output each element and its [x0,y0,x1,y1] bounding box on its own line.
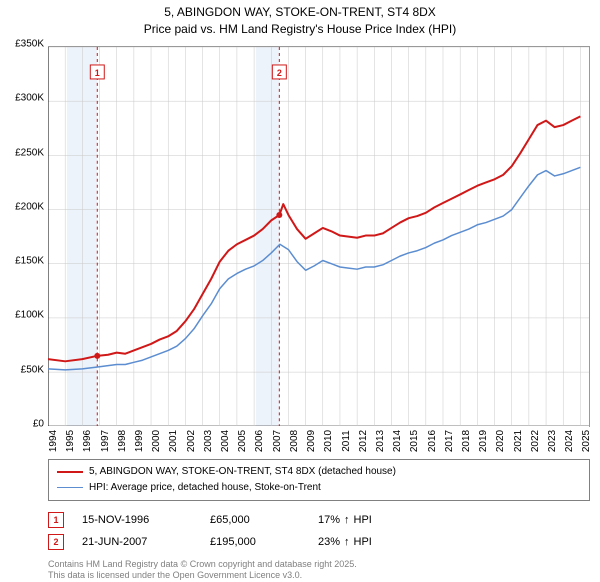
x-tick-label: 2014 [392,429,403,451]
chart-svg: 12 [48,47,589,426]
y-tick-label: £100K [0,310,44,321]
y-tick-label: £350K [0,39,44,50]
x-tick-label: 2001 [168,429,179,451]
x-tick-label: 2017 [444,429,455,451]
sale-marker-dot [94,352,100,358]
x-tick-label: 2021 [513,429,524,451]
legend-item: 5, ABINGDON WAY, STOKE-ON-TRENT, ST4 8DX… [57,464,581,480]
x-tick-label: 2022 [530,429,541,451]
sale-marker-number: 2 [277,68,282,78]
x-tick-label: 2004 [220,429,231,451]
sale-marker-number: 1 [95,68,100,78]
sale-price: £195,000 [210,536,300,548]
series-line-hpi [48,167,580,370]
sale-hpi-pct: 23% [318,536,340,548]
shaded-range [256,47,280,426]
x-tick-label: 2011 [341,430,352,452]
legend-label: 5, ABINGDON WAY, STOKE-ON-TRENT, ST4 8DX… [89,464,396,480]
x-tick-label: 2007 [272,429,283,451]
x-tick-label: 2013 [375,429,386,451]
sale-row: 2 21-JUN-2007 £195,000 23% ↑ HPI [48,531,590,553]
x-tick-label: 2012 [358,429,369,451]
x-tick-label: 2000 [151,429,162,451]
y-tick-label: £200K [0,201,44,212]
x-tick-label: 2010 [323,429,334,451]
sale-marker-dot [276,212,282,218]
y-tick-label: £250K [0,147,44,158]
copyright-line-2: This data is licensed under the Open Gov… [48,570,590,582]
sale-hpi: 23% ↑ HPI [318,536,372,548]
x-tick-label: 2005 [237,429,248,451]
x-tick-label: 2023 [547,429,558,451]
legend-item: HPI: Average price, detached house, Stok… [57,480,581,496]
x-tick-label: 2003 [203,429,214,451]
chart-area: 12 [48,46,590,427]
y-tick-label: £0 [0,419,44,430]
y-tick-label: £300K [0,93,44,104]
x-tick-label: 2008 [289,429,300,451]
title-line-2: Price paid vs. HM Land Registry's House … [0,21,600,38]
title-line-1: 5, ABINGDON WAY, STOKE-ON-TRENT, ST4 8DX [0,4,600,21]
x-tick-label: 2009 [306,429,317,451]
x-tick-label: 2006 [254,429,265,451]
x-tick-label: 1996 [82,429,93,451]
legend-label: HPI: Average price, detached house, Stok… [89,480,321,496]
page: 5, ABINGDON WAY, STOKE-ON-TRENT, ST4 8DX… [0,0,600,560]
sale-price: £65,000 [210,514,300,526]
copyright-line-1: Contains HM Land Registry data © Crown c… [48,559,590,571]
sale-date: 21-JUN-2007 [82,536,192,548]
series-line-property [48,116,580,361]
x-tick-label: 2024 [564,429,575,451]
sale-row-marker: 1 [48,512,64,528]
sale-hpi-label: HPI [354,536,372,548]
x-tick-label: 2002 [186,429,197,451]
x-tick-label: 1994 [48,429,59,451]
copyright: Contains HM Land Registry data © Crown c… [48,559,590,582]
x-tick-label: 1997 [100,429,111,451]
chart-title: 5, ABINGDON WAY, STOKE-ON-TRENT, ST4 8DX… [0,0,600,40]
x-tick-label: 2015 [409,429,420,451]
x-tick-label: 2020 [495,429,506,451]
arrow-up-icon: ↑ [344,536,350,548]
y-axis: £0£50K£100K£150K£200K£250K£300K£350K [0,44,46,424]
legend-swatch [57,487,83,489]
x-tick-label: 2019 [478,429,489,451]
legend-swatch [57,471,83,473]
x-tick-label: 2025 [581,429,592,451]
y-tick-label: £150K [0,256,44,267]
arrow-up-icon: ↑ [344,514,350,526]
x-tick-label: 1998 [117,429,128,451]
sale-date: 15-NOV-1996 [82,514,192,526]
x-axis: 1994 1995 1996 1997 1998 1999 2000 2001 2002 2003… [48,427,590,459]
sale-hpi: 17% ↑ HPI [318,514,372,526]
sale-row: 1 15-NOV-1996 £65,000 17% ↑ HPI [48,509,590,531]
x-tick-label: 2018 [461,429,472,451]
sale-hpi-label: HPI [354,514,372,526]
sale-hpi-pct: 17% [318,514,340,526]
x-tick-label: 2016 [427,429,438,451]
legend: 5, ABINGDON WAY, STOKE-ON-TRENT, ST4 8DX… [48,459,590,501]
y-tick-label: £50K [0,364,44,375]
sales-table: 1 15-NOV-1996 £65,000 17% ↑ HPI 2 21-JUN-2007 £1… [48,509,590,553]
x-tick-label: 1999 [134,429,145,451]
sale-row-marker: 2 [48,534,64,550]
x-tick-label: 1995 [65,429,76,451]
